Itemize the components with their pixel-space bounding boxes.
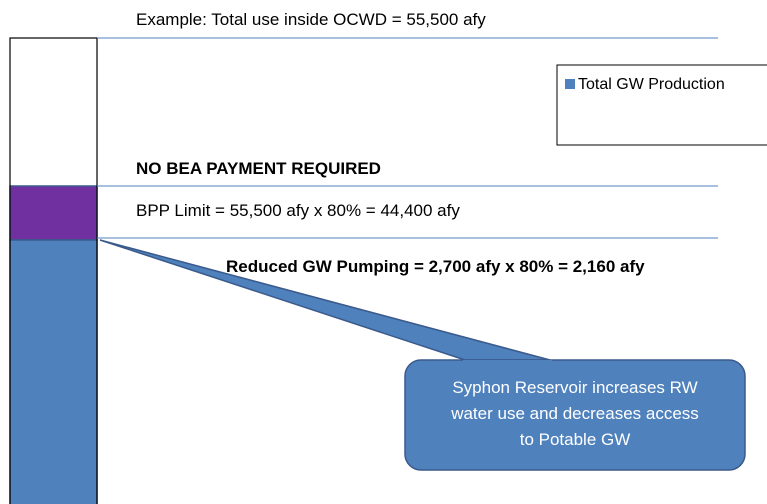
column-outline	[9, 37, 98, 504]
callout-line: water use and decreases access	[450, 404, 699, 423]
callout-line: to Potable GW	[520, 430, 631, 449]
example-text: Example: Total use inside OCWD = 55,500 …	[136, 10, 486, 29]
blue-segment	[9, 239, 98, 504]
purple-segment	[9, 185, 98, 241]
callout-box	[404, 359, 746, 471]
legend-swatch	[565, 79, 575, 89]
no-payment-text: NO BEA PAYMENT REQUIRED	[136, 159, 381, 178]
callout-line: Syphon Reservoir increases RW	[452, 378, 697, 397]
legend-label: Total GW Production	[578, 76, 725, 93]
legend-box	[556, 64, 767, 146]
reduced-text: Reduced GW Pumping = 2,700 afy x 80% = 2…	[226, 257, 645, 276]
bpp-text: BPP Limit = 55,500 afy x 80% = 44,400 af…	[136, 201, 460, 220]
